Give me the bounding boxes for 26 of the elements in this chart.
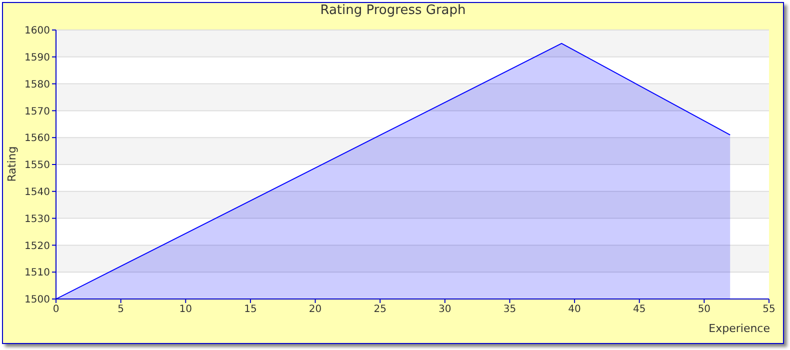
y-tick-label: 1520 xyxy=(24,240,50,252)
x-tick-label: 0 xyxy=(52,304,60,316)
x-tick-label: 15 xyxy=(244,304,257,316)
x-tick-label: 35 xyxy=(503,304,516,316)
x-tick-label: 20 xyxy=(308,304,322,316)
x-tick-label: 5 xyxy=(118,304,124,316)
y-tick-label: 1600 xyxy=(24,26,50,37)
y-tick-label: 1550 xyxy=(24,160,50,172)
x-tick-label: 25 xyxy=(374,304,386,316)
y-tick-label: 1510 xyxy=(24,268,50,279)
y-axis-title: Rating xyxy=(6,146,18,182)
chart-title: Rating Progress Graph xyxy=(319,3,467,18)
x-tick-label: 55 xyxy=(762,304,776,316)
x-tick-label: 50 xyxy=(698,304,711,316)
x-tick-label: 30 xyxy=(438,304,452,316)
y-tick-label: 1540 xyxy=(24,186,50,198)
y-tick-label: 1590 xyxy=(24,52,50,64)
y-tick-label: 1570 xyxy=(24,106,50,118)
y-tick-label: 1560 xyxy=(24,133,50,144)
x-tick-label: 45 xyxy=(632,304,646,316)
x-tick-label: 40 xyxy=(568,304,581,316)
x-tick-label: 10 xyxy=(179,304,192,316)
x-axis-title: Experience xyxy=(708,322,770,335)
y-tick-label: 1530 xyxy=(24,214,50,225)
y-tick-label: 1580 xyxy=(24,79,50,90)
y-tick-label: 1500 xyxy=(24,294,50,306)
